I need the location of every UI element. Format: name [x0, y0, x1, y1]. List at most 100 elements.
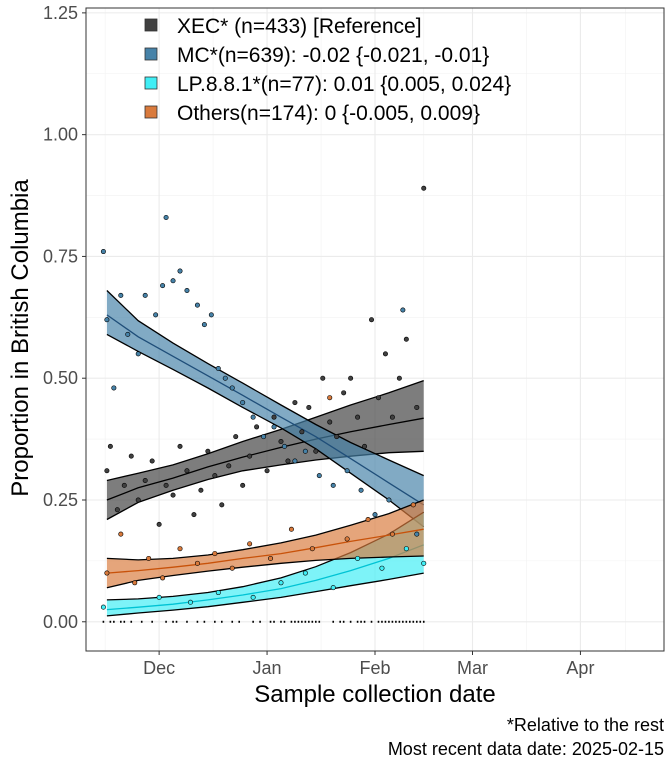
zero-count-mark — [151, 620, 153, 623]
legend-key — [144, 76, 158, 90]
zero-count-mark — [332, 620, 335, 623]
data-point — [212, 551, 218, 557]
data-point — [205, 448, 211, 454]
data-point — [233, 434, 239, 440]
data-point — [396, 375, 402, 381]
zero-count-mark — [381, 620, 383, 623]
data-point — [229, 385, 235, 391]
data-point — [271, 414, 277, 420]
data-point — [341, 390, 347, 396]
legend: XEC* (n=433) [Reference] MC*(n=639): -0.0… — [144, 15, 511, 125]
legend-label: XEC* (n=433) [Reference] — [177, 15, 422, 38]
data-point — [327, 395, 333, 401]
fit-line — [106, 314, 425, 506]
data-point — [177, 443, 183, 449]
zero-count-mark — [301, 620, 303, 623]
data-point — [264, 468, 270, 474]
data-point — [104, 468, 110, 474]
confidence-band — [106, 380, 424, 520]
data-point — [121, 482, 127, 488]
y-axis-title: Proportion in British Columbia — [7, 179, 34, 497]
data-point — [247, 541, 253, 547]
ci-upper-line — [106, 290, 424, 477]
zero-count-mark — [109, 620, 112, 623]
zero-count-mark — [280, 620, 282, 623]
data-point — [208, 312, 214, 318]
zero-count-mark — [363, 620, 366, 623]
data-point — [403, 546, 409, 552]
x-axis: Dec Jan Feb Mar Apr — [143, 651, 594, 678]
data-point — [194, 560, 200, 566]
data-point — [344, 536, 350, 542]
data-point — [104, 317, 110, 323]
legend-key — [144, 105, 158, 119]
caption-data-date: Most recent data date: 2025-02-15 — [388, 739, 664, 759]
data-point — [222, 375, 228, 381]
ci-lower-line — [106, 555, 424, 589]
y-tick-label: 0.75 — [43, 246, 78, 266]
data-point — [104, 570, 110, 576]
data-point — [281, 443, 287, 449]
data-point — [212, 473, 218, 479]
zero-count-mark — [113, 620, 115, 623]
zero-count-mark — [283, 620, 286, 623]
zero-count-mark — [412, 620, 415, 623]
zero-count-mark — [297, 620, 300, 623]
data-point — [149, 458, 155, 464]
data-point — [278, 580, 284, 586]
zero-count-mark — [214, 620, 216, 623]
data-point — [160, 575, 166, 581]
plot-panel-grid — [86, 8, 664, 651]
zero-count-mark — [238, 620, 241, 623]
data-point — [292, 400, 298, 406]
data-point — [372, 512, 378, 518]
zero-count-mark — [384, 620, 387, 623]
zero-count-mark — [231, 620, 234, 623]
data-point — [111, 385, 117, 391]
y-tick-label: 1.25 — [43, 3, 78, 23]
data-point — [320, 375, 326, 381]
data-point — [344, 468, 350, 474]
data-point — [313, 448, 319, 454]
data-point — [132, 580, 138, 586]
data-point — [414, 531, 420, 537]
y-tick-label: 0.50 — [43, 368, 78, 388]
legend-key — [144, 47, 158, 61]
data-point — [125, 331, 131, 337]
zero-count-mark — [395, 620, 397, 623]
data-point — [118, 531, 124, 537]
data-point — [142, 292, 148, 298]
data-point — [254, 424, 260, 430]
data-point — [229, 565, 235, 571]
data-point — [369, 317, 375, 323]
data-point — [421, 560, 427, 566]
data-point — [330, 482, 336, 488]
x-tick-label: Apr — [566, 658, 594, 678]
data-point — [100, 249, 106, 255]
data-point — [355, 555, 361, 561]
y-tick-label: 1.00 — [43, 125, 78, 145]
data-point — [362, 443, 368, 449]
data-point — [194, 302, 200, 308]
zero-count-mark — [252, 620, 254, 623]
confidence-band — [106, 512, 424, 616]
zero-count-mark — [388, 620, 390, 623]
data-point — [389, 414, 395, 420]
ci-lower-line — [106, 333, 425, 528]
data-point — [375, 395, 381, 401]
zero-count-mark — [269, 620, 272, 623]
data-point — [382, 351, 388, 357]
data-point — [142, 478, 148, 484]
x-axis-title: Sample collection date — [254, 681, 495, 708]
data-point — [118, 292, 124, 298]
data-point — [271, 424, 277, 430]
zero-count-mark — [130, 620, 133, 623]
data-point — [400, 307, 406, 313]
data-point — [410, 502, 416, 508]
data-point — [288, 526, 294, 532]
data-point — [170, 278, 176, 284]
data-point — [114, 507, 120, 513]
fit-line — [106, 544, 424, 611]
data-point — [215, 365, 221, 371]
